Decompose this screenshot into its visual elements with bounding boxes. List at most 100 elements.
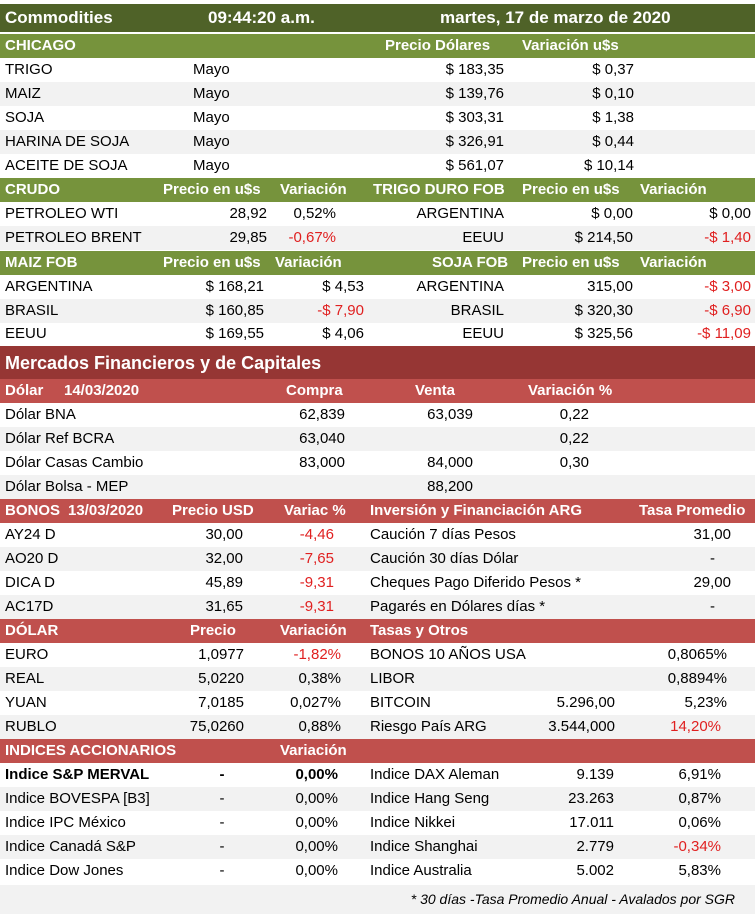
trigo-duro-name: ARGENTINA (416, 205, 504, 222)
table-row: Dólar Casas Cambio 83,000 84,000 0,30 (0, 451, 755, 475)
index-name: Indice Shanghai (370, 838, 478, 855)
soja-fob-col-price: Precio en u$s (522, 254, 620, 271)
fx-name: YUAN (5, 694, 47, 711)
chicago-header: CHICAGO Precio Dólares Variación u$s (0, 34, 755, 58)
dolar-ref-header: Dólar 14/03/2020 Compra Venta Variación … (0, 379, 755, 403)
bono-name: DICA D (5, 574, 56, 591)
commodity-name: HARINA DE SOJA (5, 133, 130, 150)
commodity-month: Mayo (193, 85, 230, 102)
commodity-month: Mayo (193, 61, 230, 78)
trigo-duro-var: -$ 1,40 (704, 229, 751, 246)
index-var: -0,34% (673, 838, 721, 855)
maiz-fob-name: EEUU (5, 325, 47, 342)
soja-fob-name: BRASIL (450, 302, 504, 319)
index-value: - (219, 862, 225, 879)
crudo-price: 29,85 (229, 229, 267, 246)
index-name: Indice Australia (370, 862, 472, 879)
index-value: 9.139 (576, 766, 614, 783)
fx-name: RUBLO (5, 718, 57, 735)
bono-name: AC17D (5, 598, 54, 615)
tasa-name: BITCOIN (370, 694, 431, 711)
table-row: PETROLEO WTI 28,92 0,52% ARGENTINA $ 0,0… (0, 202, 755, 226)
fx-var: -1,82% (293, 646, 341, 663)
dolar-ref-col-sell: Venta (415, 382, 456, 399)
dolar-ref-name: Dólar Bolsa - MEP (5, 478, 129, 495)
trigo-duro-title: TRIGO DURO FOB (373, 181, 505, 198)
index-name: Indice S&P MERVAL (5, 766, 150, 783)
index-value: - (219, 814, 225, 831)
trigo-duro-price: $ 0,00 (591, 205, 633, 222)
index-value: 2.779 (576, 838, 614, 855)
tasa-name: Riesgo País ARG (370, 718, 487, 735)
dolar-ref-buy: 63,040 (299, 430, 345, 447)
commodity-name: SOJA (5, 109, 45, 126)
chicago-col-var: Variación u$s (522, 37, 619, 54)
dolar-ref-col-var: Variación % (528, 382, 613, 399)
maiz-fob-col-price: Precio en u$s (163, 254, 261, 271)
maiz-fob-title: MAIZ FOB (5, 254, 78, 271)
table-row: MAIZ Mayo $ 139,76 $ 0,10 (0, 82, 755, 106)
index-value: 23.263 (568, 790, 614, 807)
tasa-value: 3.544,000 (548, 718, 615, 735)
bonos-col-price: Precio USD (172, 502, 254, 519)
dolar-ref-var: 0,22 (559, 406, 589, 423)
table-row: Indice Dow Jones - 0,00% Indice Australi… (0, 859, 755, 883)
dolar-ref-buy: 83,000 (299, 454, 345, 471)
commodity-month: Mayo (193, 157, 230, 174)
inversion-rate: 31,00 (693, 526, 731, 543)
fx-var: 0,027% (290, 694, 341, 711)
header-date: martes, 17 de marzo de 2020 (440, 8, 671, 27)
commodity-var: $ 1,38 (592, 109, 634, 126)
mercados-title: Mercados Financieros y de Capitales (5, 353, 322, 373)
trigo-duro-name: EEUU (462, 229, 504, 246)
bonos-header: BONOS 13/03/2020 Precio USD Variac % Inv… (0, 499, 755, 523)
bono-price: 45,89 (205, 574, 243, 591)
table-row: DICA D 45,89 -9,31 Cheques Pago Diferido… (0, 571, 755, 595)
index-var: 6,91% (678, 766, 721, 783)
crudo-name: PETROLEO BRENT (5, 229, 142, 246)
tasa-value: 5.296,00 (556, 694, 615, 711)
index-name: Indice Dow Jones (5, 862, 124, 879)
dolar-ref-sell: 88,200 (427, 478, 473, 495)
table-row: AY24 D 30,00 -4,46 Caución 7 días Pesos … (0, 523, 755, 547)
maiz-fob-var: -$ 7,90 (317, 302, 364, 319)
bono-var: -4,46 (299, 526, 334, 543)
table-row: RUBLO 75,0260 0,88% Riesgo País ARG 3.54… (0, 715, 755, 739)
soja-fob-name: ARGENTINA (416, 278, 504, 295)
inversion-rate: - (710, 550, 715, 567)
soja-fob-price: 315,00 (587, 278, 633, 295)
index-var: 0,00% (295, 862, 338, 879)
footnote: * 30 días -Tasa Promedio Anual - Avalado… (410, 891, 735, 907)
table-row: Indice BOVESPA [B3] - 0,00% Indice Hang … (0, 787, 755, 811)
crudo-col-var: Variación (280, 181, 347, 198)
dolar-ref-name: Dólar BNA (5, 406, 76, 423)
dolar-ref-name: Dólar Casas Cambio (5, 454, 144, 471)
table-row: Indice S&P MERVAL - 0,00% Indice DAX Ale… (0, 763, 755, 787)
bono-var: -9,31 (299, 598, 334, 615)
index-var: 0,87% (678, 790, 721, 807)
tasas-title: Tasas y Otros (370, 622, 469, 639)
dolar-ref-title: Dólar (5, 382, 44, 399)
index-value: - (219, 838, 225, 855)
index-value: 5.002 (576, 862, 614, 879)
maiz-fob-col-var: Variación (275, 254, 342, 271)
bono-price: 30,00 (205, 526, 243, 543)
chicago-col-price: Precio Dólares (385, 37, 491, 54)
commodity-price: $ 139,76 (445, 85, 504, 102)
table-row: AO20 D 32,00 -7,65 Caución 30 días Dólar… (0, 547, 755, 571)
fx-price: 75,0260 (189, 718, 244, 735)
inversion-name: Caución 30 días Dólar (370, 550, 519, 567)
index-name: Indice IPC México (5, 814, 126, 831)
tasa-var: 14,20% (670, 718, 721, 735)
indices-title: INDICES ACCIONARIOS (5, 742, 177, 759)
index-var: 0,00% (295, 814, 338, 831)
soja-fob-price: $ 320,30 (574, 302, 633, 319)
soja-fob-price: $ 325,56 (574, 325, 633, 342)
footnote-row: * 30 días -Tasa Promedio Anual - Avalado… (0, 885, 755, 914)
table-row: AC17D 31,65 -9,31 Pagarés en Dólares día… (0, 595, 755, 619)
trigo-duro-col-var: Variación (640, 181, 707, 198)
tasa-var: 5,23% (684, 694, 727, 711)
soja-fob-var: -$ 3,00 (704, 278, 751, 295)
inversion-name: Pagarés en Dólares días * (370, 598, 546, 615)
